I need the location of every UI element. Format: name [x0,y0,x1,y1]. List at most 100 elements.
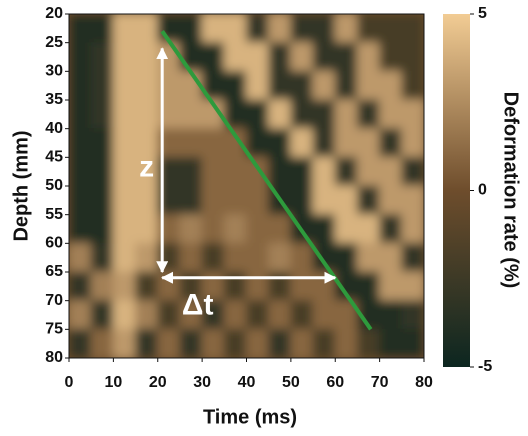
heatmap-cell [312,328,336,358]
heatmap-cell [290,185,314,216]
heatmap-cell [135,156,159,187]
heatmap-cell [112,99,137,130]
heatmap-cell [201,156,225,187]
heatmap-cell [356,156,381,187]
heatmap-cell [69,242,92,273]
heatmap-cell [90,328,114,358]
heatmap-cell [135,242,159,273]
heatmap-cell [112,42,137,72]
heatmap-cell [356,99,381,130]
heatmap-cell [135,14,159,44]
heatmap-cell [135,328,159,358]
heatmap-cell [246,185,270,216]
y-tick-label: 70 [45,292,63,309]
y-tick-label: 25 [45,34,63,51]
heatmap-cell [312,185,336,216]
heatmap-cell [90,185,114,216]
x-tick-label: 30 [193,374,211,391]
heatmap-cell [112,156,137,187]
heatmap-cell [401,70,424,101]
heatmap-cell [379,271,403,302]
heatmap-cell [223,42,247,72]
heatmap-cell [90,70,114,101]
heatmap-cell [112,242,137,273]
heatmap-cell [268,271,292,302]
heatmap-cell [312,156,336,187]
heatmap-cell [157,300,181,330]
y-axis-title: Depth (mm) [10,130,32,241]
y-tick-label: 30 [45,63,63,80]
x-tick-label: 0 [65,374,74,391]
heatmap-cell [201,14,225,44]
heatmap-cell [112,185,137,216]
heatmap-cell [312,128,336,158]
heatmap-cell [135,70,159,101]
heatmap-cell [179,242,203,273]
heatmap-cell [268,214,292,244]
heatmap [69,14,424,358]
heatmap-cell [356,42,381,72]
heatmap-cell [268,128,292,158]
y-tick-label: 45 [45,149,63,166]
heatmap-cell [312,300,336,330]
heatmap-cell [69,128,92,158]
heatmap-cell [356,300,381,330]
x-tick-label: 40 [238,374,256,391]
heatmap-cell [90,42,114,72]
heatmap-cell [201,99,225,130]
heatmap-cell [135,271,159,302]
heatmap-cell [223,156,247,187]
heatmap-cell [112,328,137,358]
heatmap-cell [179,185,203,216]
heatmap-cell [312,99,336,130]
heatmap-cell [312,242,336,273]
colorbar-tick-label: 5 [478,5,487,22]
heatmap-cell [201,42,225,72]
y-tick-label: 60 [45,235,63,252]
heatmap-cell [268,156,292,187]
heatmap-cell [201,300,225,330]
heatmap-cell [112,14,137,44]
heatmap-cell [223,128,247,158]
heatmap-cell [268,300,292,330]
heatmap-cell [401,156,424,187]
heatmap-cell [246,242,270,273]
heatmap-cell [268,14,292,44]
heatmap-cell [334,14,358,44]
heatmap-cell [379,328,403,358]
heatmap-cell [290,300,314,330]
heatmap-cell [223,271,247,302]
heatmap-cell [69,14,92,44]
heatmap-cell [246,128,270,158]
heatmap-cell [379,300,403,330]
heatmap-cell [246,70,270,101]
heatmap-cell [135,99,159,130]
heatmap-cell [69,99,92,130]
heatmap-cell [356,14,381,44]
heatmap-cell [90,242,114,273]
heatmap-cell [179,14,203,44]
heatmap-cell [290,242,314,273]
x-tick-label: 20 [149,374,167,391]
heatmap-cell [401,99,424,130]
heatmap-cell [356,328,381,358]
heatmap-cell [135,185,159,216]
heatmap-cell [290,70,314,101]
heatmap-cell [401,242,424,273]
heatmap-cell [246,214,270,244]
heatmap-cell [334,328,358,358]
heatmap-cell [223,14,247,44]
heatmap-cell [179,300,203,330]
heatmap-cell [90,14,114,44]
heatmap-cell [334,300,358,330]
heatmap-cell [356,185,381,216]
y-tick-label: 40 [45,120,63,137]
heatmap-cell [112,214,137,244]
heatmap-cell [356,242,381,273]
y-tick-label: 80 [45,349,63,366]
heatmap-cell [90,156,114,187]
heatmap-cell [69,300,92,330]
heatmap-cell [356,271,381,302]
heatmap-cell [334,271,358,302]
